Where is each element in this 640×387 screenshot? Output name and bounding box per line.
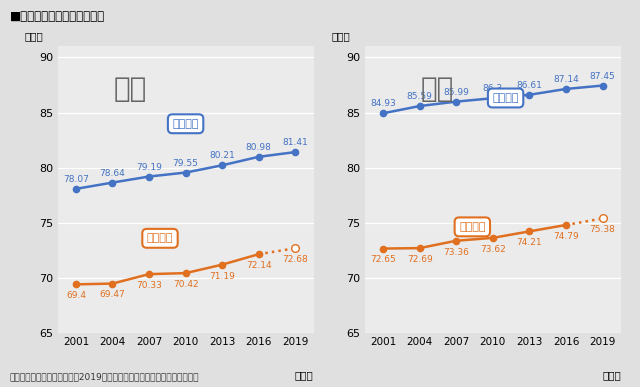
Text: 70.42: 70.42: [173, 280, 198, 289]
Text: 女性: 女性: [421, 75, 454, 103]
Text: 69.47: 69.47: [100, 291, 125, 300]
Text: 78.07: 78.07: [63, 175, 89, 184]
Text: （歳）: （歳）: [332, 31, 350, 41]
Text: （年）: （年）: [602, 370, 621, 380]
Text: 84.93: 84.93: [370, 99, 396, 108]
Text: 85.99: 85.99: [444, 88, 469, 97]
Text: 79.55: 79.55: [173, 159, 198, 168]
Text: 健康寿命: 健康寿命: [147, 233, 173, 243]
Text: 72.14: 72.14: [246, 261, 271, 270]
Text: 健康寿命: 健康寿命: [459, 222, 486, 232]
Text: 73.36: 73.36: [444, 248, 469, 257]
Text: 74.21: 74.21: [516, 238, 542, 247]
Text: （年）: （年）: [295, 370, 314, 380]
Text: 75.38: 75.38: [589, 225, 616, 235]
Text: 平均寿命: 平均寿命: [492, 93, 519, 103]
Text: 72.65: 72.65: [370, 255, 396, 264]
Text: 87.14: 87.14: [553, 75, 579, 84]
Text: 85.59: 85.59: [406, 92, 433, 101]
Text: 86.3: 86.3: [483, 84, 503, 93]
Text: 72.68: 72.68: [282, 255, 308, 264]
Text: 86.61: 86.61: [516, 81, 542, 90]
Text: 80.21: 80.21: [209, 151, 235, 160]
Text: 87.45: 87.45: [589, 72, 616, 80]
Text: 70.33: 70.33: [136, 281, 162, 290]
Text: 平均寿命: 平均寿命: [172, 119, 199, 129]
Text: 男性: 男性: [114, 75, 147, 103]
Text: 74.79: 74.79: [553, 232, 579, 241]
Text: 80.98: 80.98: [246, 143, 272, 152]
Text: 72.69: 72.69: [407, 255, 433, 264]
Text: 79.19: 79.19: [136, 163, 162, 171]
Text: 出典：厚生労働省資料より。2019年平均寿命はニッセイ基礎研究所推計。: 出典：厚生労働省資料より。2019年平均寿命はニッセイ基礎研究所推計。: [10, 372, 199, 381]
Text: ■平均寿命と健康寿命の推移: ■平均寿命と健康寿命の推移: [10, 10, 105, 23]
Text: 78.64: 78.64: [100, 169, 125, 178]
Text: 73.62: 73.62: [480, 245, 506, 254]
Text: 71.19: 71.19: [209, 272, 235, 281]
Text: 69.4: 69.4: [66, 291, 86, 300]
Text: 81.41: 81.41: [282, 138, 308, 147]
Text: （歳）: （歳）: [24, 31, 43, 41]
